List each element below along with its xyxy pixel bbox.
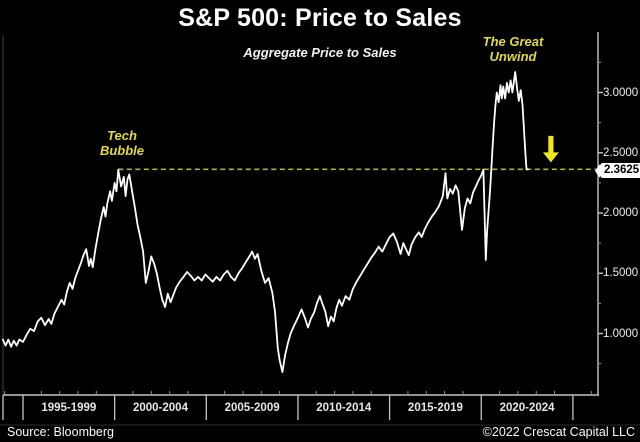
annotation-tech-bubble: Tech Bubble [100, 128, 144, 158]
annotation-line: Bubble [99, 143, 145, 158]
x-axis-label: 1995-1999 [41, 402, 97, 414]
y-axis-label: 3.0000 [603, 86, 639, 99]
x-axis-label: 2005-2009 [224, 402, 280, 414]
y-axis-label: 2.0000 [603, 207, 639, 219]
current-value-tag: 2.3625 [600, 163, 640, 178]
y-axis-label: 2.5000 [603, 146, 639, 159]
chart-subtitle: Aggregate Price to Sales [243, 45, 397, 60]
annotation-line: The Great [482, 34, 544, 49]
x-axis-label: 2000-2004 [132, 402, 188, 414]
annotation-great-unwind: The Great Unwind [483, 34, 544, 64]
annotation-line: Tech [107, 128, 137, 143]
x-axis-label: 2010-2014 [316, 402, 372, 414]
x-axis-label: 2015-2019 [407, 402, 463, 414]
price-line [1, 71, 529, 374]
source-label: Source: Bloomberg [7, 425, 115, 439]
chart-title: S&P 500: Price to Sales [178, 4, 462, 32]
down-arrow-icon [542, 135, 559, 163]
annotation-line: Unwind [489, 49, 537, 64]
copyright-label: ©2022 Crescat Capital LLC [482, 425, 635, 439]
y-axis-label: 1.0000 [603, 327, 639, 340]
x-axis-label: 2020-2024 [499, 402, 555, 414]
y-axis-label: 1.5000 [603, 267, 639, 280]
